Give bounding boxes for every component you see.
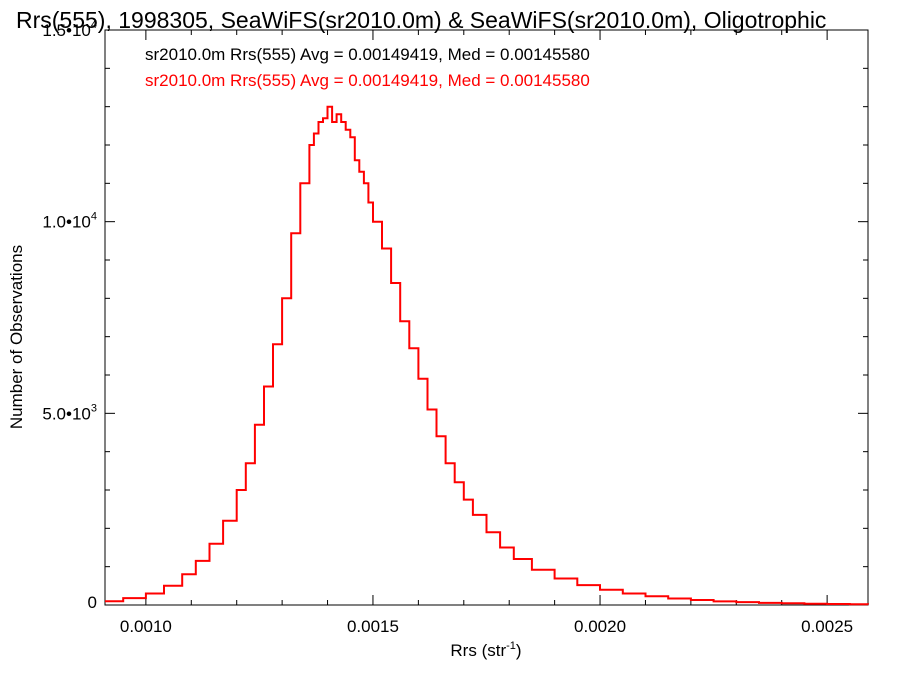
histogram-line bbox=[105, 105, 869, 606]
x-tick-label: 0.0020 bbox=[574, 617, 626, 636]
y-axis-label: Number of Observations bbox=[7, 245, 26, 429]
legend-entry: sr2010.0m Rrs(555) Avg = 0.00149419, Med… bbox=[145, 45, 590, 64]
x-tick-labels: 0.0010 0.0015 0.0020 0.0025 bbox=[120, 617, 853, 636]
y-tick-label: 0 bbox=[88, 593, 97, 612]
y-tick-label: 1.5•104 bbox=[42, 19, 97, 40]
chart-title: Rrs(555), 1998305, SeaWiFS(sr2010.0m) & … bbox=[16, 7, 826, 33]
x-tick-label: 0.0015 bbox=[347, 617, 399, 636]
y-tick-labels: 0 5.0•103 1.0•104 1.5•104 bbox=[42, 19, 97, 612]
x-tick-label: 0.0010 bbox=[120, 617, 172, 636]
tick-marks bbox=[105, 29, 868, 606]
x-axis-label: Rrs (str-1) bbox=[450, 640, 521, 660]
y-tick-label: 5.0•103 bbox=[42, 402, 97, 423]
series-layer bbox=[105, 105, 869, 606]
x-tick-label: 0.0025 bbox=[801, 617, 853, 636]
plot-border bbox=[104, 29, 869, 606]
legend-entry: sr2010.0m Rrs(555) Avg = 0.00149419, Med… bbox=[145, 71, 590, 90]
plot-frame bbox=[104, 29, 869, 606]
y-tick-label: 1.0•104 bbox=[42, 211, 97, 232]
legend: sr2010.0m Rrs(555) Avg = 0.00149419, Med… bbox=[145, 45, 590, 90]
